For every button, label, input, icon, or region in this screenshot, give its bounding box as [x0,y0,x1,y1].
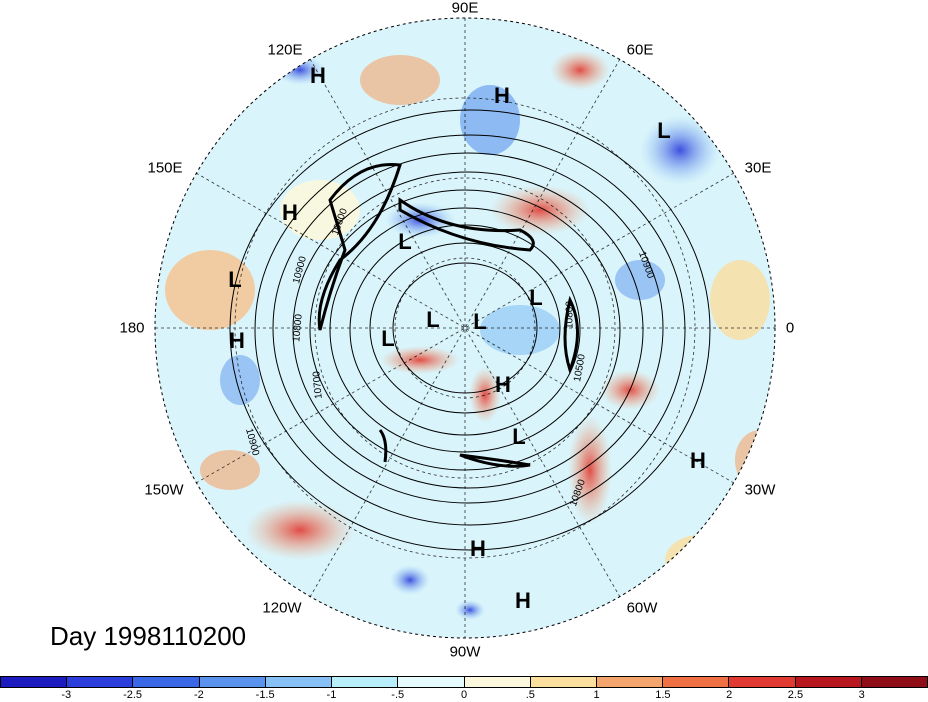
colorbar-tick-label: -2 [193,689,204,701]
lon-90e: 90E [451,0,479,17]
lon-120w: 120W [262,599,302,617]
colorbar-swatch [663,677,730,687]
colorbar-swatch [795,677,862,687]
pressure-center: L [426,307,440,332]
lon-60e: 60E [626,41,654,59]
colorbar-tick-label: 0 [460,689,468,701]
colorbar-swatch [265,677,333,687]
pressure-center: H [282,200,298,225]
contour-label: 10700 [311,370,325,400]
colorbar-swatch [1,677,68,687]
colorbar-tick-label: -.5 [391,689,405,701]
colorbar-swatch [464,677,531,687]
colorbar-swatch [398,677,465,687]
pressure-center: L [473,309,487,334]
colorbar-tick-label: -1 [326,689,337,701]
colorbar-swatch [133,677,200,687]
pressure-center: L [381,326,395,351]
pressure-center: H [310,63,326,88]
colorbar-tick-label: .5 [525,689,535,701]
colorbar-tick-label: 1 [593,689,600,701]
colorbar-swatch [67,677,134,687]
pressure-center: H [229,328,245,353]
colorbar-tick-label: -1.5 [255,689,275,701]
page-title: Day 1998110200 [50,621,247,651]
pressure-center: L [512,424,526,449]
pressure-center: H [690,448,706,473]
lon-0: 0 [785,319,795,337]
lon-30e: 30E [744,159,772,177]
pressure-center: H [494,83,510,108]
pressure-center: H [495,372,511,397]
pressure-center: L [657,118,671,143]
colorbar-swatch [596,677,664,687]
lon-60w: 60W [626,599,658,617]
colorbar-swatch [199,677,266,687]
colorbar-tick-label: 3 [858,689,865,701]
colorbar-swatch [332,677,399,687]
pressure-center: H [470,536,486,561]
height-contours [229,109,711,551]
colorbar-tick-label: -3 [61,689,72,701]
colorbar-tick-label: 2.5 [787,689,804,701]
lon-150w: 150W [144,481,184,499]
pressure-center: L [228,267,242,292]
pressure-center: L [398,229,412,254]
lon-150e: 150E [147,159,183,177]
thick-contours [317,162,579,468]
colorbar-tick-label: -2.5 [123,689,143,701]
map-boundary [154,17,776,639]
lon-90w: 90W [449,643,481,661]
colorbar-swatch [861,677,928,687]
anomaly-field [155,18,775,638]
lon-30w: 30W [744,481,776,499]
contour-label: 10800 [564,301,576,329]
lon-120e: 120E [267,41,303,59]
colorbar-swatch [530,677,597,687]
colorbar-swatch [729,677,796,687]
lon-180: 180 [119,319,145,337]
graticule [155,18,775,638]
colorbar-tick-label: 1.5 [655,689,671,701]
colorbar [0,676,928,688]
pressure-center: H [515,588,531,613]
colorbar-tick-label: 2 [726,689,733,701]
pressure-center: L [529,285,543,310]
